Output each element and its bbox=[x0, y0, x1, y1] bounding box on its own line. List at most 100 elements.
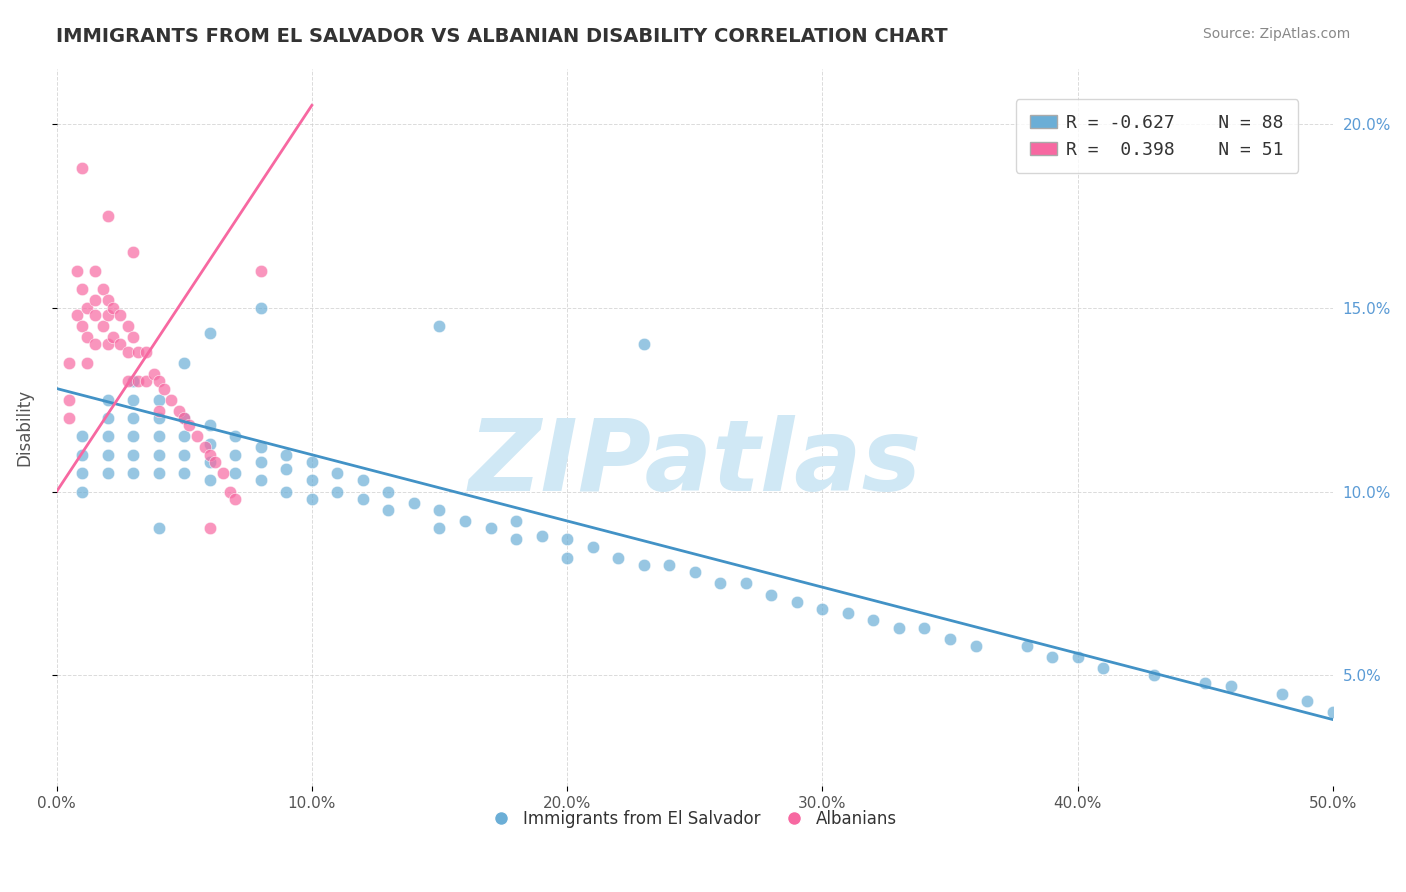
Point bbox=[194, 441, 217, 455]
Point bbox=[1015, 639, 1038, 653]
Point bbox=[734, 576, 756, 591]
Point bbox=[173, 448, 195, 462]
Point bbox=[97, 209, 120, 223]
Point bbox=[66, 264, 89, 278]
Point bbox=[70, 484, 93, 499]
Point bbox=[66, 308, 89, 322]
Point bbox=[914, 621, 936, 635]
Point bbox=[167, 403, 190, 417]
Point bbox=[204, 455, 226, 469]
Point bbox=[326, 484, 349, 499]
Point bbox=[83, 264, 105, 278]
Point bbox=[83, 293, 105, 308]
Point bbox=[173, 356, 195, 370]
Point bbox=[198, 521, 221, 535]
Point bbox=[97, 411, 120, 425]
Point bbox=[186, 429, 208, 443]
Legend: Immigrants from El Salvador, Albanians: Immigrants from El Salvador, Albanians bbox=[486, 804, 903, 835]
Point bbox=[301, 474, 323, 488]
Point bbox=[198, 326, 221, 341]
Point bbox=[127, 374, 149, 388]
Point bbox=[1040, 650, 1063, 665]
Point bbox=[505, 533, 527, 547]
Point bbox=[148, 403, 170, 417]
Point bbox=[479, 521, 502, 535]
Point bbox=[219, 484, 242, 499]
Point bbox=[454, 514, 477, 528]
Point bbox=[505, 514, 527, 528]
Point bbox=[97, 337, 120, 351]
Point bbox=[250, 264, 273, 278]
Point bbox=[148, 521, 170, 535]
Point bbox=[91, 318, 114, 333]
Point bbox=[70, 448, 93, 462]
Point bbox=[352, 491, 374, 506]
Point bbox=[939, 632, 962, 646]
Point bbox=[530, 529, 553, 543]
Point bbox=[127, 344, 149, 359]
Point bbox=[276, 462, 298, 476]
Point bbox=[582, 540, 605, 554]
Point bbox=[101, 301, 124, 315]
Point bbox=[683, 566, 706, 580]
Point bbox=[58, 411, 80, 425]
Point bbox=[862, 613, 884, 627]
Point bbox=[97, 392, 120, 407]
Point bbox=[70, 429, 93, 443]
Point bbox=[122, 448, 145, 462]
Point bbox=[429, 318, 451, 333]
Point bbox=[377, 484, 399, 499]
Point bbox=[555, 550, 578, 565]
Point bbox=[83, 308, 105, 322]
Point bbox=[58, 356, 80, 370]
Point bbox=[97, 429, 120, 443]
Point bbox=[198, 448, 221, 462]
Point bbox=[250, 474, 273, 488]
Point bbox=[607, 550, 630, 565]
Point bbox=[1219, 680, 1241, 694]
Point bbox=[1271, 687, 1294, 701]
Point bbox=[633, 558, 655, 573]
Point bbox=[211, 466, 233, 480]
Point bbox=[173, 411, 195, 425]
Point bbox=[122, 374, 145, 388]
Point bbox=[965, 639, 987, 653]
Point bbox=[148, 429, 170, 443]
Point bbox=[148, 448, 170, 462]
Point bbox=[301, 455, 323, 469]
Text: IMMIGRANTS FROM EL SALVADOR VS ALBANIAN DISABILITY CORRELATION CHART: IMMIGRANTS FROM EL SALVADOR VS ALBANIAN … bbox=[56, 27, 948, 45]
Point bbox=[110, 308, 132, 322]
Point bbox=[142, 367, 165, 381]
Point bbox=[250, 455, 273, 469]
Point bbox=[122, 466, 145, 480]
Point bbox=[224, 466, 246, 480]
Point bbox=[122, 245, 145, 260]
Point bbox=[148, 466, 170, 480]
Point bbox=[429, 503, 451, 517]
Point bbox=[135, 344, 157, 359]
Point bbox=[224, 429, 246, 443]
Point bbox=[70, 282, 93, 296]
Point bbox=[160, 392, 183, 407]
Point bbox=[811, 602, 834, 616]
Point bbox=[179, 418, 201, 433]
Point bbox=[173, 429, 195, 443]
Point bbox=[276, 484, 298, 499]
Point bbox=[70, 318, 93, 333]
Point bbox=[377, 503, 399, 517]
Point bbox=[429, 521, 451, 535]
Point bbox=[97, 293, 120, 308]
Point bbox=[709, 576, 731, 591]
Point bbox=[148, 392, 170, 407]
Point bbox=[1194, 675, 1216, 690]
Point bbox=[658, 558, 681, 573]
Y-axis label: Disability: Disability bbox=[15, 389, 32, 466]
Point bbox=[97, 466, 120, 480]
Point bbox=[198, 418, 221, 433]
Point bbox=[122, 411, 145, 425]
Point bbox=[761, 587, 783, 601]
Point bbox=[122, 330, 145, 344]
Point bbox=[352, 474, 374, 488]
Point bbox=[135, 374, 157, 388]
Point bbox=[1322, 705, 1344, 719]
